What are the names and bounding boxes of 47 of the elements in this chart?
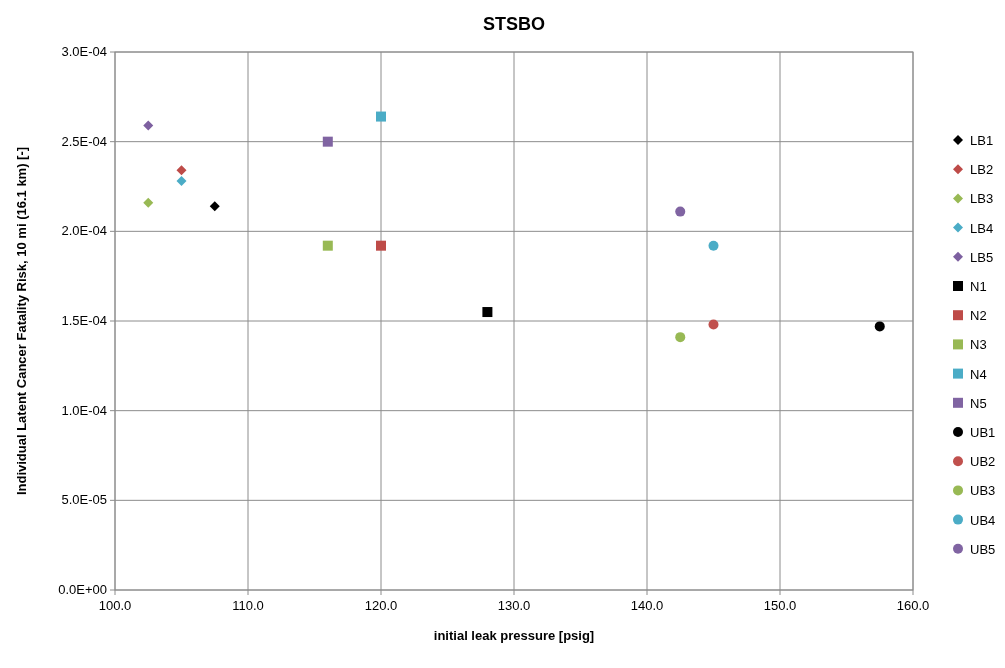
- x-axis-title: initial leak pressure [psig]: [433, 628, 595, 643]
- legend-label: LB1: [970, 133, 994, 148]
- x-tick-label: 130.0: [497, 598, 531, 613]
- x-tick-label: 100.0: [98, 598, 132, 613]
- point: [376, 111, 386, 122]
- point: [143, 197, 154, 208]
- y-tick-label: 3.0E-04: [61, 44, 107, 59]
- point: [209, 201, 220, 212]
- legend-label: LB2: [970, 162, 994, 178]
- legend-label: N2: [970, 308, 987, 324]
- point: [874, 321, 885, 332]
- y-tick-label: 2.0E-04: [61, 223, 107, 239]
- chart-title: STSBO: [482, 14, 546, 34]
- legend-label: LB4: [970, 220, 994, 236]
- point: [143, 120, 154, 131]
- y-tick-label: 2.5E-04: [61, 133, 107, 149]
- point: [376, 240, 386, 251]
- x-tick-label: 110.0: [232, 598, 264, 613]
- legend-label: N4: [970, 366, 987, 382]
- y-tick-label: 1.0E-04: [61, 402, 107, 418]
- legend-label: UB4: [970, 512, 996, 528]
- point: [675, 206, 686, 217]
- y-tick-label: 0.0E+00: [58, 582, 107, 597]
- point: [482, 307, 493, 318]
- x-tick-label: 120.0: [364, 598, 398, 613]
- legend-label: UB1: [970, 425, 996, 440]
- y-axis-title: Individual Latent Cancer Fatality Risk, 10 mi (16.1 km) [-]: [14, 146, 29, 496]
- legend-label: N1: [970, 279, 987, 294]
- legend-label: LB3: [970, 191, 994, 207]
- x-tick-label: 160.0: [896, 598, 930, 613]
- point: [708, 240, 719, 251]
- x-tick-label: 140.0: [630, 598, 664, 613]
- legend-label: UB5: [970, 541, 996, 557]
- legend-label: N3: [970, 337, 987, 353]
- y-tick-label: 1.5E-04: [61, 313, 107, 328]
- point: [322, 136, 333, 147]
- legend-label: N5: [970, 395, 987, 411]
- legend-label: UB3: [970, 483, 996, 499]
- point: [176, 165, 187, 176]
- legend-label: UB2: [970, 454, 996, 470]
- legend-label: LB5: [970, 249, 994, 265]
- y-tick-label: 5.0E-05: [61, 492, 107, 508]
- point: [708, 319, 719, 330]
- x-tick-label: 150.0: [763, 598, 797, 613]
- point: [675, 332, 686, 343]
- point: [322, 240, 333, 251]
- point: [176, 176, 187, 187]
